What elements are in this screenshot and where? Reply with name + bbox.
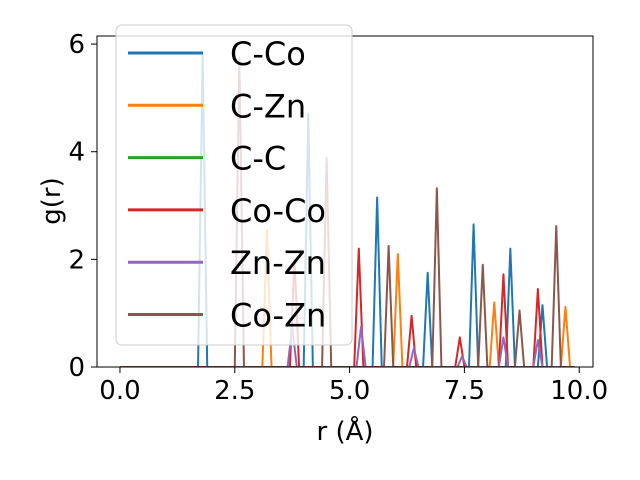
legend-label: Co-Zn xyxy=(230,297,326,335)
y-tick-label: 6 xyxy=(68,30,85,60)
series-line-co-zn xyxy=(119,56,575,367)
x-axis-ticks: 0.0 2.5 5.0 7.5 10.0 xyxy=(99,367,608,406)
x-tick-label: 10.0 xyxy=(550,376,608,406)
legend-label: C-C xyxy=(230,140,286,178)
x-axis-label: r (Å) xyxy=(316,415,373,447)
x-tick-label: 7.5 xyxy=(444,376,485,406)
x-tick-label: 2.5 xyxy=(214,376,255,406)
y-tick-label: 4 xyxy=(68,138,85,168)
y-axis-ticks: 0 2 4 6 xyxy=(68,30,97,383)
legend: C-Co C-Zn C-C Co-Co Zn-Zn Co-Zn xyxy=(115,24,353,346)
series-line-c-co xyxy=(119,53,575,367)
x-tick-label: 0.0 xyxy=(99,376,140,406)
y-tick-label: 2 xyxy=(68,245,85,275)
legend-label: Co-Co xyxy=(230,192,326,230)
legend-label: C-Zn xyxy=(230,87,306,125)
legend-label: Zn-Zn xyxy=(230,244,326,282)
legend-label: C-Co xyxy=(230,35,306,73)
x-tick-label: 5.0 xyxy=(329,376,370,406)
y-axis-label: g(r) xyxy=(37,177,67,224)
y-tick-label: 0 xyxy=(68,353,85,383)
